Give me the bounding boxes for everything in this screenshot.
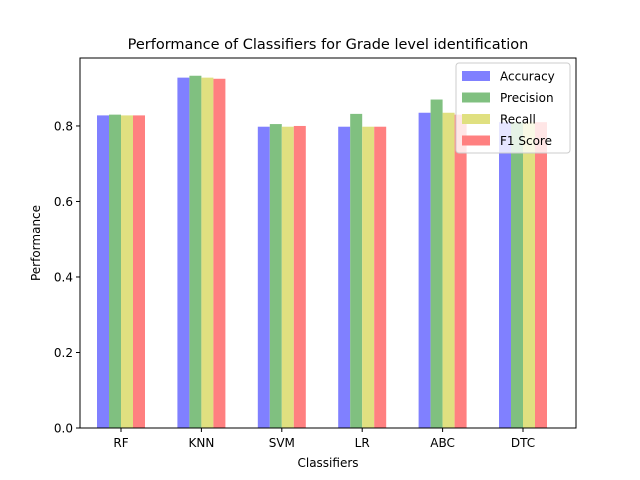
bar-accuracy-abc [418, 112, 431, 428]
bar-accuracy-rf [97, 115, 109, 428]
bar-recall-rf [121, 115, 133, 428]
x-tick-label: KNN [188, 436, 214, 450]
legend-label: Accuracy [500, 70, 555, 84]
bar-precision-dtc [511, 122, 523, 429]
legend-swatch [462, 92, 490, 103]
x-tick-label: RF [113, 436, 128, 450]
y-axis-label: Performance [29, 205, 43, 281]
legend-swatch [462, 114, 490, 124]
bar-recall-lr [362, 126, 375, 428]
y-tick-label: 0.0 [54, 422, 73, 436]
y-tick-label: 0.4 [54, 270, 73, 284]
bar-recall-svm [281, 126, 294, 428]
bar-precision-lr [350, 113, 363, 428]
bar-f1-score-knn [213, 78, 226, 428]
bar-f1-score-svm [293, 125, 306, 429]
legend: Accuracy Precision Recall F1 Score [455, 62, 571, 154]
bar-f1-score-abc [454, 114, 467, 428]
x-axis: RF KNN SVM LR ABC DTC [113, 428, 535, 450]
bars-layer [97, 75, 547, 429]
bar-accuracy-svm [257, 126, 270, 428]
bar-f1-score-lr [374, 126, 387, 428]
bar-accuracy-knn [177, 77, 190, 428]
bar-f1-score-dtc [535, 122, 547, 429]
x-tick-label: LR [355, 436, 370, 450]
bar-recall-abc [442, 112, 455, 428]
legend-label: F1 Score [500, 134, 552, 148]
bar-accuracy-lr [338, 126, 351, 428]
bar-recall-dtc [523, 122, 535, 429]
y-tick-label: 0.8 [54, 119, 73, 133]
legend-swatch [462, 135, 490, 146]
legend-swatch [462, 71, 490, 81]
legend-label: Recall [500, 113, 536, 127]
x-tick-label: ABC [430, 436, 455, 450]
x-axis-label: Classifiers [297, 456, 358, 470]
bar-precision-knn [189, 75, 202, 428]
chart-title: Performance of Classifiers for Grade lev… [128, 37, 529, 53]
bar-recall-knn [201, 77, 214, 428]
x-tick-label: DTC [511, 436, 535, 450]
y-axis: 0.0 0.2 0.4 0.6 0.8 [54, 119, 80, 436]
legend-box [455, 62, 571, 154]
y-tick-label: 0.6 [54, 195, 73, 209]
x-tick-label: SVM [269, 436, 295, 450]
bar-f1-score-rf [133, 115, 145, 428]
bar-precision-abc [430, 99, 443, 428]
legend-label: Precision [500, 91, 554, 105]
plot-frame [79, 57, 577, 429]
bar-precision-svm [269, 124, 282, 429]
bar-accuracy-dtc [499, 122, 511, 429]
bar-precision-rf [109, 114, 121, 428]
y-tick-label: 0.2 [54, 346, 73, 360]
